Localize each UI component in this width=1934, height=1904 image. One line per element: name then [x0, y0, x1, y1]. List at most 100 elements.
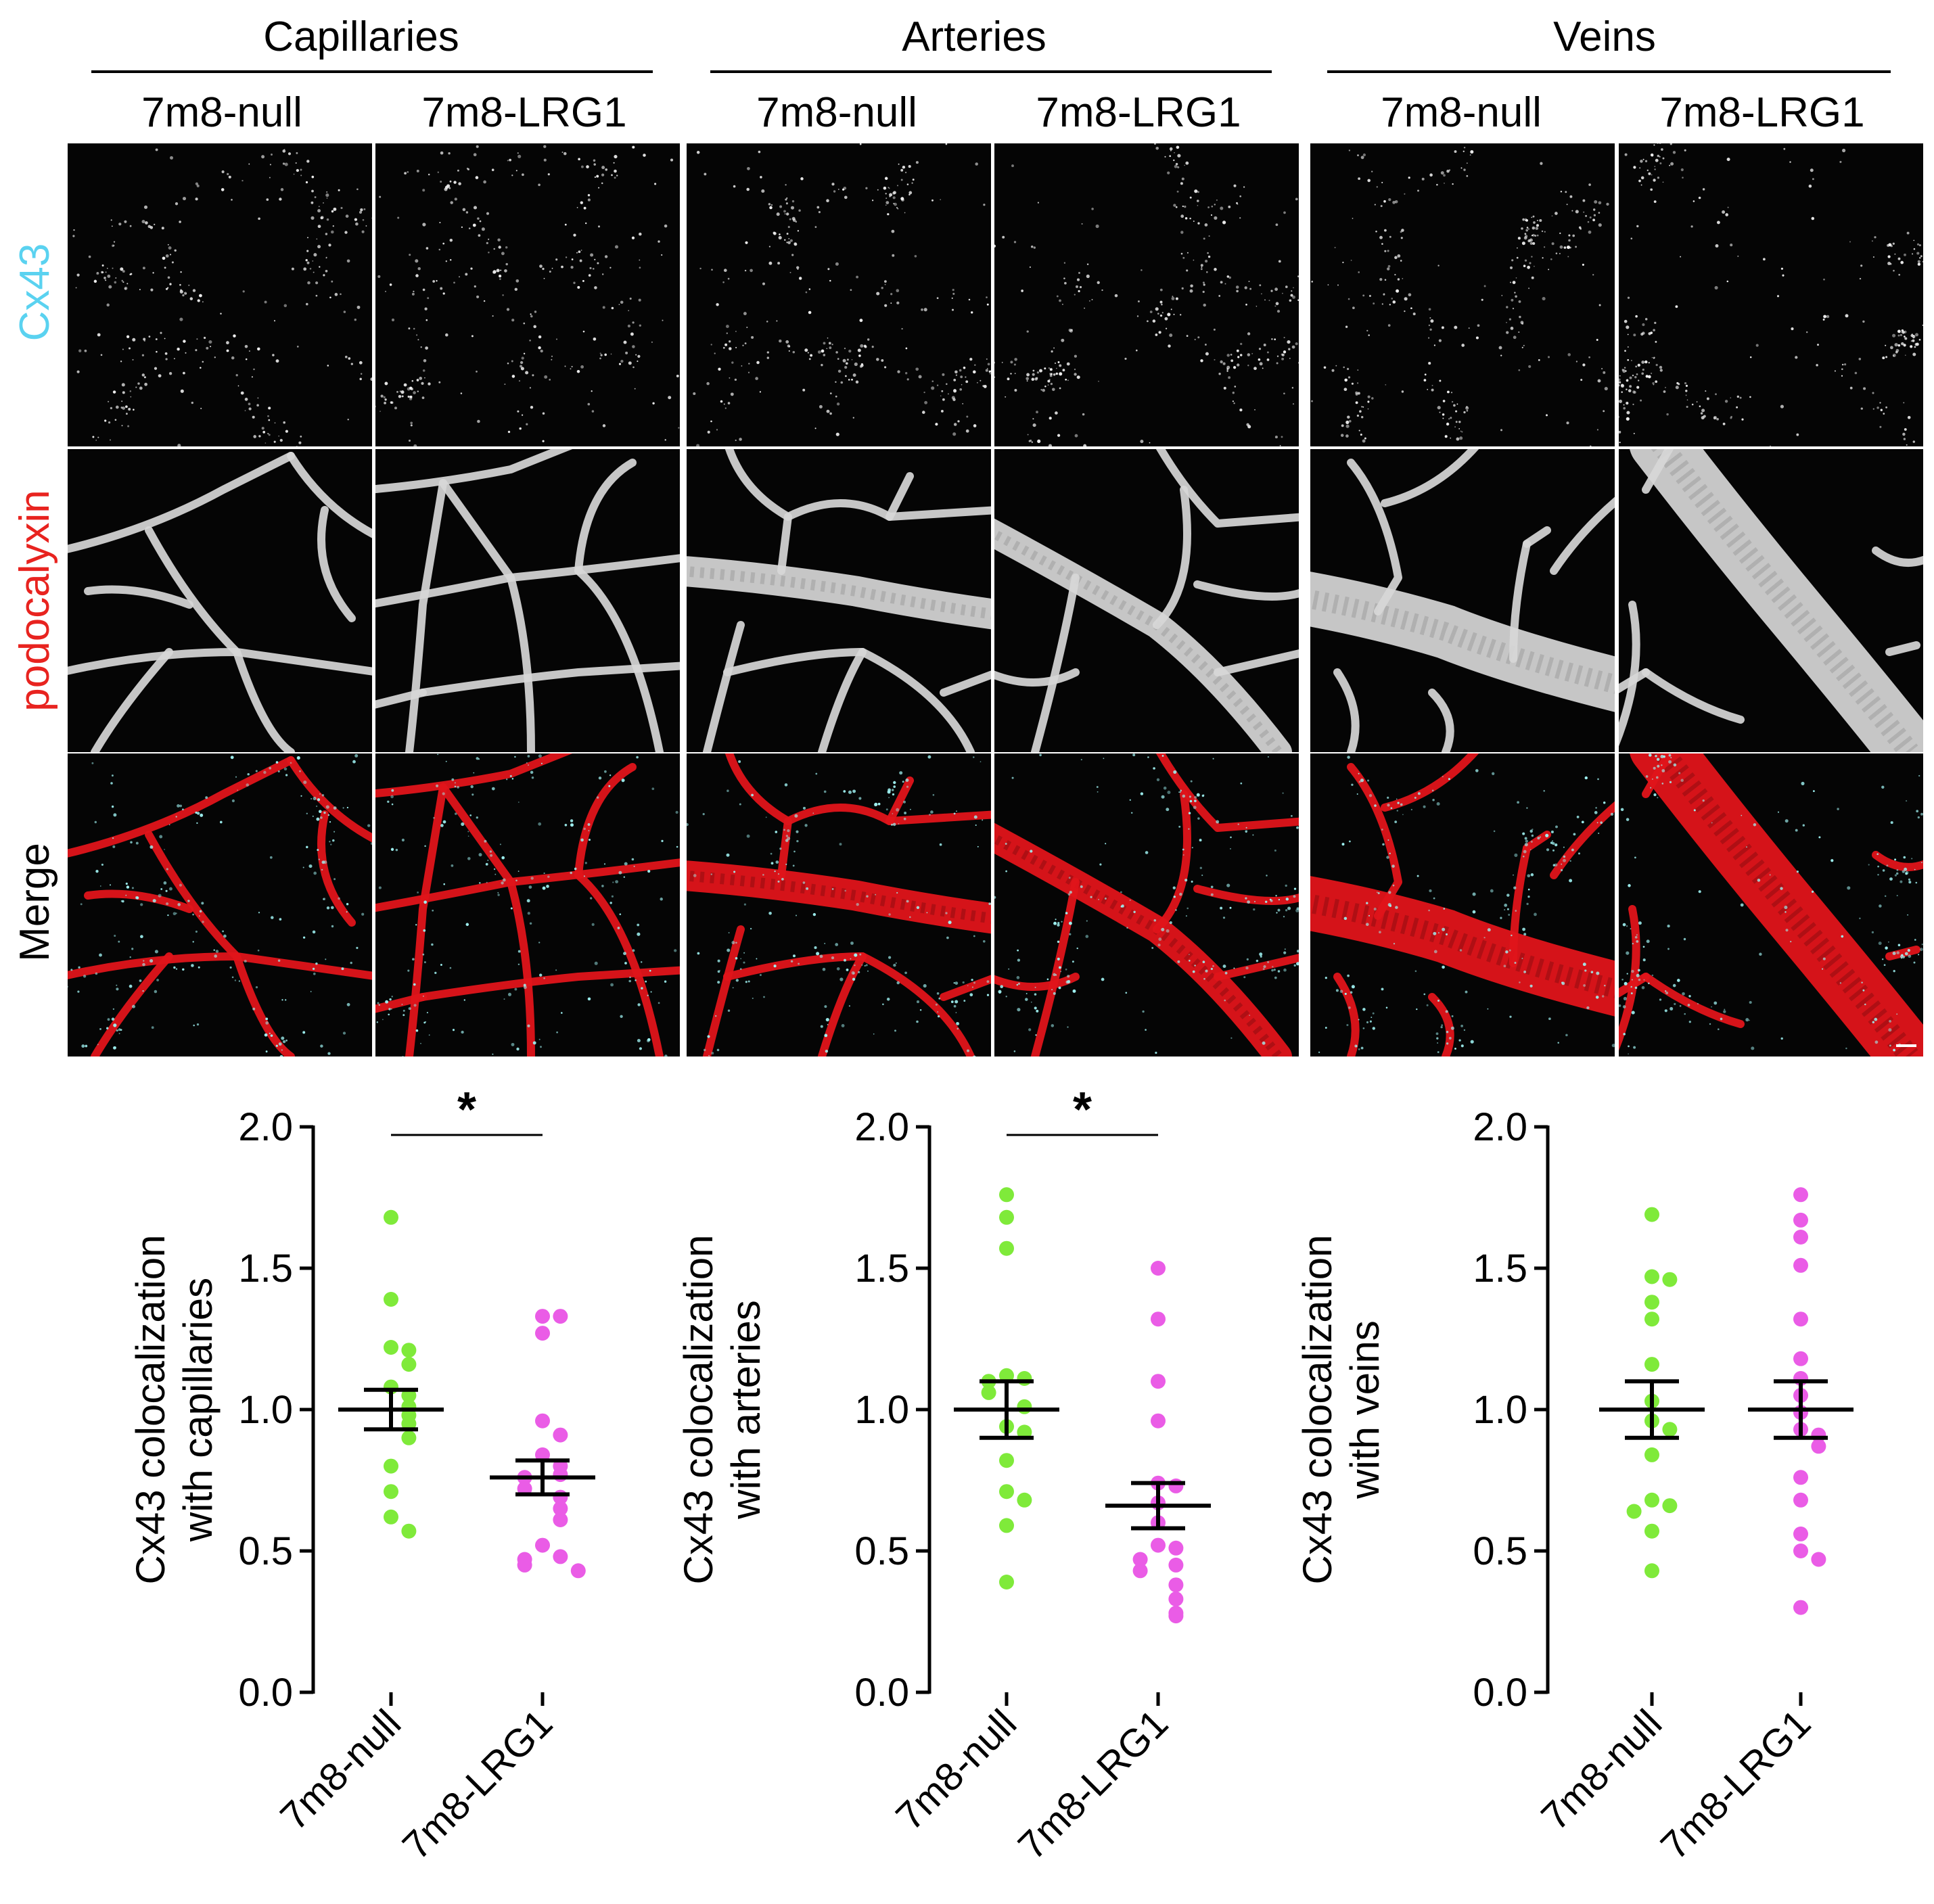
cx43-puncta	[773, 232, 777, 235]
cx43-puncta	[1576, 816, 1580, 818]
cx43-puncta	[1079, 285, 1082, 289]
cx43-puncta	[1885, 344, 1887, 346]
cx43-puncta	[1872, 256, 1874, 258]
cx43-puncta	[1624, 981, 1628, 985]
cx43-puncta	[356, 188, 359, 191]
cx43-puncta	[632, 321, 635, 324]
cx43-puncta	[76, 370, 80, 373]
cx43-puncta	[1879, 904, 1882, 908]
cx43-puncta	[390, 401, 394, 404]
cx43-puncta	[1566, 204, 1568, 206]
vessel	[777, 513, 792, 575]
cx43-puncta	[923, 984, 927, 988]
cx43-puncta	[1862, 989, 1865, 992]
cx43-puncta	[1653, 144, 1655, 146]
cx43-puncta	[1158, 937, 1162, 942]
cx43-puncta	[472, 223, 476, 227]
cx43-puncta	[543, 873, 545, 875]
cx43-puncta	[1379, 931, 1381, 933]
cx43-puncta	[233, 334, 236, 338]
cx43-puncta	[321, 868, 323, 871]
group-title-arteries: Arteries	[902, 14, 1046, 60]
cx43-puncta	[1645, 775, 1649, 778]
cx43-puncta	[1362, 294, 1365, 297]
cx43-puncta	[547, 875, 550, 878]
data-point-null	[1644, 1523, 1659, 1539]
cx43-puncta	[264, 1033, 268, 1037]
cx43-puncta	[1596, 971, 1600, 975]
cx43-puncta	[740, 958, 742, 960]
cx43-puncta	[1678, 772, 1681, 774]
cx43-puncta	[330, 906, 334, 910]
cx43-puncta	[1173, 770, 1177, 774]
cx43-puncta	[935, 1003, 938, 1006]
cx43-puncta	[1542, 297, 1546, 301]
cx43-puncta	[1823, 315, 1827, 319]
cx43-puncta	[1226, 883, 1230, 887]
cx43-puncta	[511, 175, 513, 177]
cx43-puncta	[1897, 944, 1901, 947]
cx43-puncta	[1644, 360, 1648, 364]
data-point-null	[401, 1357, 417, 1372]
cx43-puncta	[1897, 329, 1901, 333]
cx43-puncta	[1176, 190, 1179, 193]
cx43-puncta	[350, 961, 352, 965]
cx43-puncta	[717, 959, 720, 962]
vessel	[885, 776, 914, 825]
cx43-puncta	[1901, 954, 1904, 957]
cx43-puncta	[465, 273, 468, 276]
cx43-puncta	[1644, 318, 1648, 321]
cx43-puncta	[953, 1004, 957, 1008]
cx43-puncta	[1628, 389, 1632, 393]
cx43-puncta	[796, 839, 799, 843]
cx43-puncta	[1254, 901, 1256, 902]
cx43-puncta	[965, 429, 969, 433]
cx43-puncta	[1906, 444, 1908, 446]
cx43-puncta	[1572, 234, 1575, 237]
cx43-puncta	[1487, 928, 1491, 932]
cx43-puncta	[676, 845, 678, 848]
cx43-puncta	[1849, 386, 1853, 390]
cx43-puncta	[1078, 289, 1080, 293]
cx43-puncta	[143, 376, 146, 379]
cx43-puncta	[1503, 965, 1506, 968]
cx43-puncta	[1665, 992, 1669, 994]
cx43-puncta	[1202, 960, 1205, 964]
cx43-puncta	[1441, 1024, 1444, 1027]
cx43-puncta	[531, 776, 534, 779]
cx43-puncta	[1763, 258, 1766, 261]
cx43-puncta	[269, 177, 271, 179]
cx43-puncta	[1498, 346, 1502, 350]
cx43-puncta	[846, 358, 849, 361]
cx43-puncta	[129, 225, 132, 227]
cx43-puncta	[804, 824, 808, 827]
cx43-puncta	[912, 179, 915, 181]
cx43-puncta	[275, 1044, 278, 1047]
cx43-puncta	[1362, 1008, 1366, 1011]
cx43-puncta	[1657, 143, 1659, 144]
cx43-puncta	[935, 423, 938, 426]
cx43-puncta	[505, 262, 508, 266]
cx43-puncta	[1061, 304, 1063, 305]
cx43-puncta	[1548, 1017, 1551, 1021]
cx43-puncta	[957, 420, 960, 423]
cx43-puncta	[1184, 164, 1185, 166]
cx43-puncta	[1433, 950, 1437, 954]
cx43-puncta	[1461, 431, 1463, 433]
cx43-puncta	[106, 303, 110, 307]
cx43-puncta	[787, 829, 790, 833]
cx43-puncta	[1716, 220, 1720, 225]
cx43-puncta	[313, 271, 315, 273]
cx43-puncta	[601, 173, 605, 177]
cx43-puncta	[413, 1004, 417, 1007]
cx43-puncta	[1230, 354, 1233, 356]
cx43-puncta	[826, 409, 830, 413]
cx43-puncta	[235, 374, 238, 377]
cx43-puncta	[1903, 438, 1906, 440]
cx43-puncta	[1373, 302, 1375, 305]
cx43-puncta	[1567, 353, 1571, 356]
cx43-puncta	[794, 814, 798, 818]
cx43-puncta	[939, 843, 942, 846]
cx43-puncta	[384, 398, 387, 401]
